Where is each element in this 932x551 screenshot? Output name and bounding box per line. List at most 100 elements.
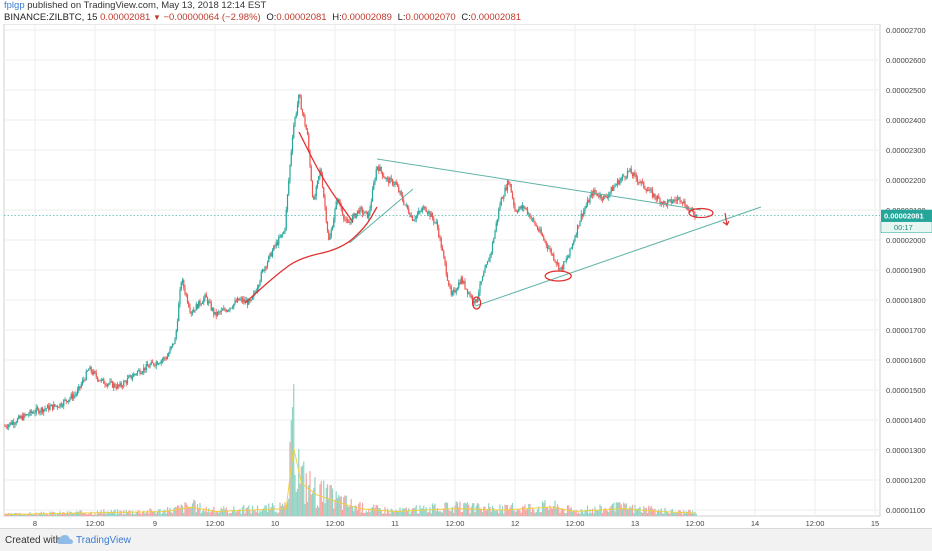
volume-bar xyxy=(541,501,544,516)
candle-body xyxy=(115,387,117,389)
candle-body xyxy=(610,187,612,192)
candle-body xyxy=(398,186,400,192)
volume-bar xyxy=(181,505,184,516)
candle-body xyxy=(224,308,226,311)
volume-bar xyxy=(245,508,247,516)
volume-bar xyxy=(595,509,597,516)
created-with-label: Created with xyxy=(5,535,62,546)
candle-body xyxy=(318,176,320,181)
time-axis[interactable]: 8 12:00 9 12:00 10 12:00 11 12:00 12 12:00 13 12:00… xyxy=(33,519,879,528)
candle-body xyxy=(399,191,401,193)
volume-bar xyxy=(408,508,410,516)
candle-body xyxy=(544,239,546,242)
candle-body xyxy=(433,218,435,223)
volume-bar xyxy=(135,512,137,516)
candle-body xyxy=(51,404,54,410)
candle-body xyxy=(501,198,504,199)
volume-bar xyxy=(518,509,520,516)
volume-bar xyxy=(199,502,201,516)
volume-bar xyxy=(520,512,522,516)
volume-bar xyxy=(654,508,656,516)
candle-body xyxy=(431,213,434,219)
candle-body xyxy=(423,206,425,209)
candle-body xyxy=(371,189,374,202)
footer-bar: Created with TradingView xyxy=(0,528,932,551)
candle-body xyxy=(235,300,237,303)
candle-body xyxy=(75,394,77,395)
candle-body xyxy=(641,181,644,183)
volume-bar xyxy=(680,511,682,516)
volume-bar xyxy=(383,513,385,516)
volume-bar xyxy=(536,509,539,516)
candle-body xyxy=(570,247,572,249)
y-tick-label: 0.00002600 xyxy=(886,56,926,65)
volume-bar xyxy=(36,515,39,516)
volume-bar xyxy=(315,508,317,516)
candle-body xyxy=(120,383,122,387)
volume-bar xyxy=(204,511,206,516)
candle-body xyxy=(129,375,131,377)
volume-bar xyxy=(128,510,130,516)
candle-body xyxy=(66,401,69,403)
volume-bar xyxy=(513,510,515,516)
volume-bar xyxy=(679,509,681,516)
volume-bar xyxy=(148,513,150,516)
price-axis[interactable]: 0.00002700 0.00002600 0.00002500 0.00002400… xyxy=(880,26,932,515)
candle-body xyxy=(80,384,82,388)
candle-body xyxy=(121,386,124,388)
candle-body xyxy=(196,304,199,309)
volume-bar xyxy=(521,506,524,516)
tradingview-link[interactable]: TradingView xyxy=(76,535,132,546)
candle-body xyxy=(246,300,249,305)
candle-body xyxy=(183,280,185,288)
candle-body xyxy=(366,211,369,218)
volume-bar xyxy=(125,510,127,516)
candle-body xyxy=(409,213,411,217)
volume-bar xyxy=(358,503,360,516)
volume-bar xyxy=(448,509,450,516)
volume-bar xyxy=(316,505,319,516)
volume-bar xyxy=(296,488,299,516)
candle-body xyxy=(475,299,477,303)
volume-bar xyxy=(498,513,500,516)
volume-bar xyxy=(145,512,147,516)
volume-bar xyxy=(538,506,540,516)
candle-body xyxy=(648,190,650,192)
candle-body xyxy=(125,381,127,384)
price-chart[interactable]: 0.00002700 0.00002600 0.00002500 0.00002400… xyxy=(0,24,932,528)
x-tick-label: 12 xyxy=(511,519,519,528)
candle-body xyxy=(458,282,460,289)
candle-body xyxy=(694,214,696,217)
candle-body xyxy=(534,221,536,225)
y-tick-label: 0.00002400 xyxy=(886,116,926,125)
candle-body xyxy=(578,225,580,227)
candle-body xyxy=(549,248,551,250)
volume-bar xyxy=(178,505,180,516)
volume-bar xyxy=(9,514,11,516)
volume-bar xyxy=(355,505,357,516)
volume-bar xyxy=(26,514,29,516)
candle-body xyxy=(334,209,336,220)
volume-bar xyxy=(163,510,165,516)
y-tick-label: 0.00002700 xyxy=(886,26,926,35)
volume-bar xyxy=(634,504,636,516)
volume-bar xyxy=(349,505,351,516)
candle-body xyxy=(646,190,649,192)
candle-body xyxy=(260,272,262,281)
last-price-tag-label: 0.00002081 xyxy=(884,212,924,221)
volume-bar xyxy=(463,503,465,516)
candle-body xyxy=(655,197,657,200)
open-value: 0.00002081 xyxy=(276,12,327,23)
candle-body xyxy=(31,412,34,414)
candle-body xyxy=(438,227,440,237)
volume-bar xyxy=(533,509,535,516)
candle-body xyxy=(580,213,582,221)
candle-body xyxy=(543,236,545,240)
volume-bar xyxy=(171,513,174,516)
candle-body xyxy=(661,202,664,205)
candle-body xyxy=(441,247,444,251)
candle-body xyxy=(35,407,37,413)
candle-body xyxy=(508,180,510,184)
volume-bar xyxy=(24,514,26,516)
author-link[interactable]: fplgp xyxy=(4,0,25,11)
